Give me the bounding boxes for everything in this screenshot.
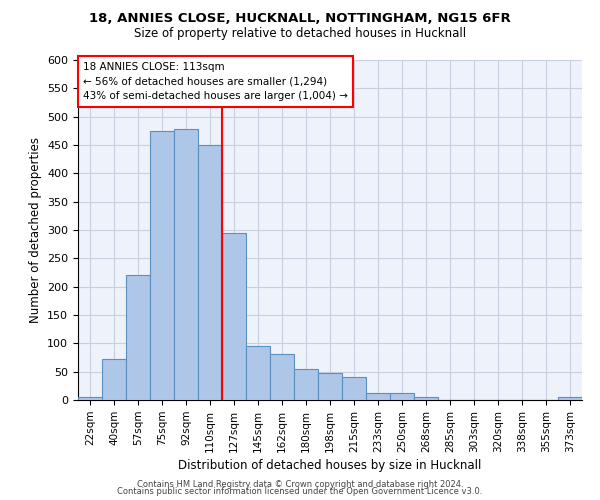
Text: Contains public sector information licensed under the Open Government Licence v3: Contains public sector information licen… (118, 487, 482, 496)
Text: 18 ANNIES CLOSE: 113sqm
← 56% of detached houses are smaller (1,294)
43% of semi: 18 ANNIES CLOSE: 113sqm ← 56% of detache… (83, 62, 348, 102)
Bar (222, 233, 246, 400)
Bar (318, 374, 342, 400)
Bar (198, 145, 222, 400)
Bar (78, 397, 102, 400)
Bar (366, 392, 390, 400)
Text: 18, ANNIES CLOSE, HUCKNALL, NOTTINGHAM, NG15 6FR: 18, ANNIES CLOSE, HUCKNALL, NOTTINGHAM, … (89, 12, 511, 26)
Bar (174, 129, 198, 400)
Bar (342, 377, 366, 400)
Bar (390, 393, 414, 400)
Text: Contains HM Land Registry data © Crown copyright and database right 2024.: Contains HM Land Registry data © Crown c… (137, 480, 463, 489)
Bar (270, 354, 294, 400)
Bar (246, 346, 270, 400)
Bar (414, 397, 438, 400)
Bar (102, 359, 126, 400)
Text: Size of property relative to detached houses in Hucknall: Size of property relative to detached ho… (134, 28, 466, 40)
Bar (558, 397, 582, 400)
Bar (126, 276, 150, 400)
X-axis label: Distribution of detached houses by size in Hucknall: Distribution of detached houses by size … (178, 459, 482, 472)
Y-axis label: Number of detached properties: Number of detached properties (29, 137, 41, 323)
Bar (294, 369, 318, 400)
Bar (150, 131, 174, 400)
